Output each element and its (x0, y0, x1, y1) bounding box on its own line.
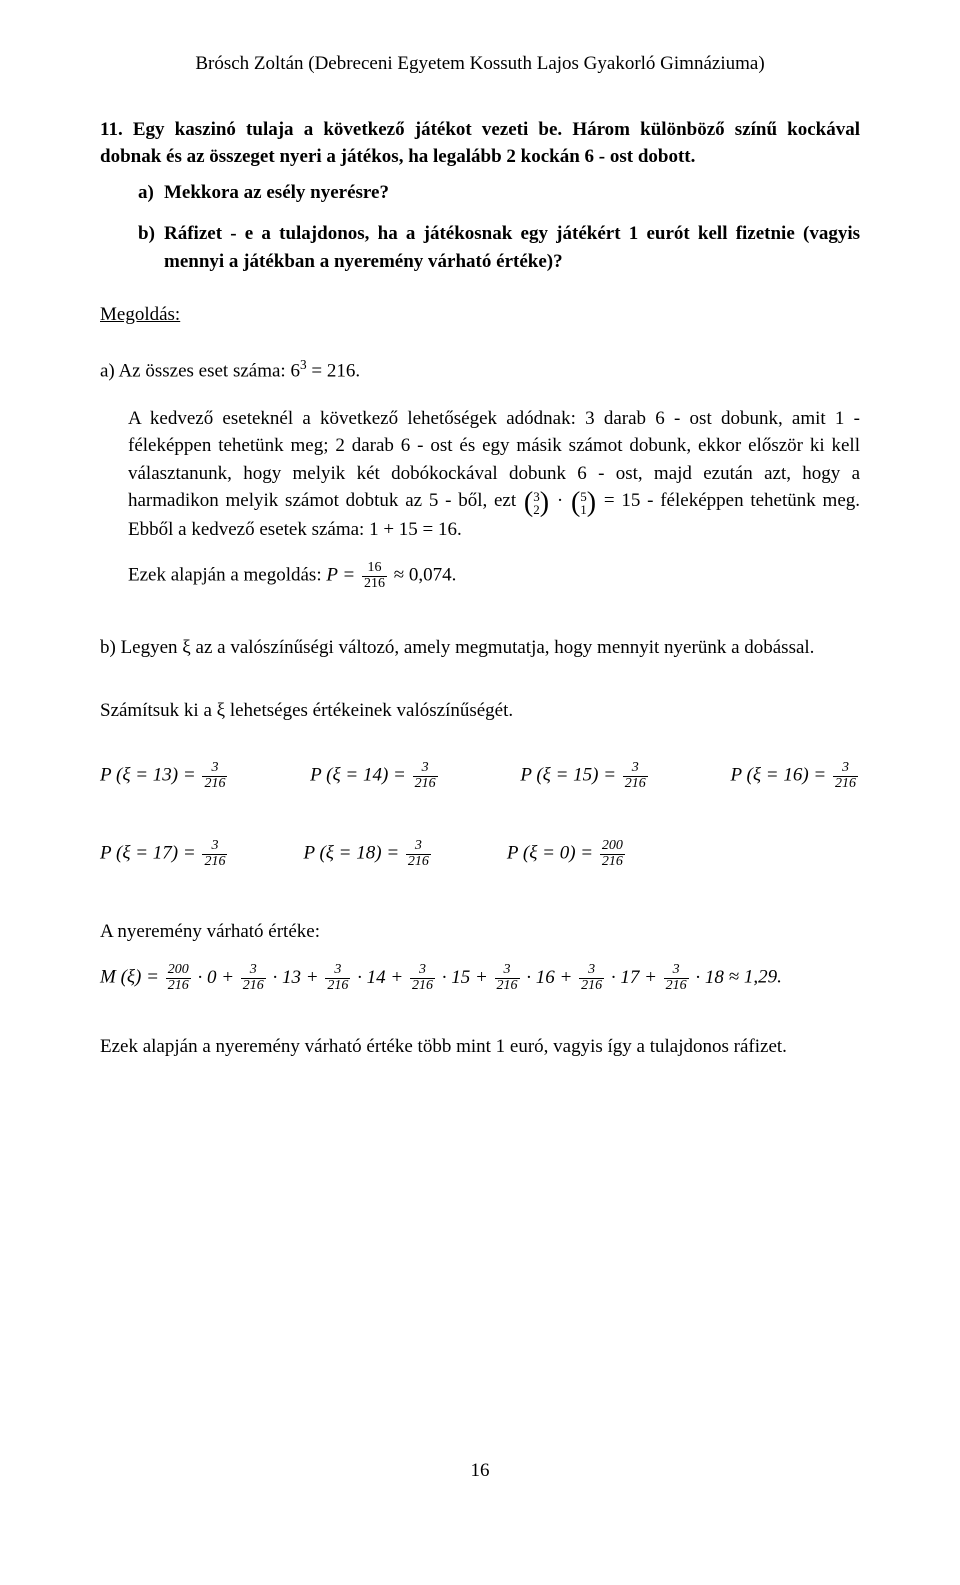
prob-15: P (ξ = 15) = 3216 (520, 761, 649, 791)
solution-b-compute: Számítsuk ki a ξ lehetséges értékeinek v… (100, 697, 860, 725)
prob-16: P (ξ = 16) = 3216 (731, 761, 860, 791)
prob-13: P (ξ = 13) = 3216 (100, 761, 229, 791)
p18-label: P (ξ = 18) = (303, 843, 399, 864)
conclusion: Ezek alapján a nyeremény várható értéke … (100, 1033, 860, 1061)
M-result: ≈ 1,29. (724, 967, 782, 988)
problem-text-1c: kockán (516, 146, 585, 167)
solution-b-intro: b) Legyen ξ az a valószínűségi változó, … (100, 634, 860, 662)
p14-label: P (ξ = 14) = (310, 764, 406, 785)
expected-label: A nyeremény várható értéke: (100, 918, 860, 946)
part-a-label: a) (138, 179, 164, 207)
sol-a-P: P = (326, 565, 355, 586)
sol-a-exp: 3 (300, 357, 307, 372)
p0-label: P (ξ = 0) = (507, 843, 593, 864)
prob-17: P (ξ = 17) = 3216 (100, 839, 229, 869)
part-b-text-1: Ráfizet - e a tulajdonos, ha a játékosna… (164, 223, 629, 244)
prob-row-1: P (ξ = 13) = 3216 P (ξ = 14) = 3216 P (ξ… (100, 761, 860, 791)
m-frac-6: 3216 (664, 963, 689, 993)
sol-a-1b: 6 (290, 360, 300, 381)
solution-label: Megoldás: (100, 301, 860, 329)
part-a: a)Mekkora az esély nyerésre? (138, 179, 860, 207)
p16-num: 3 (833, 761, 858, 777)
p13-label: P (ξ = 13) = (100, 764, 196, 785)
p15-label: P (ξ = 15) = (520, 764, 616, 785)
p16-den: 216 (833, 777, 858, 792)
frac-num: 16 (362, 561, 387, 577)
prob-18: P (ξ = 18) = 3216 (303, 839, 432, 869)
expected-formula: M (ξ) = 200216 · 0 + 3216 · 13 + 3216 · … (100, 963, 860, 993)
m-frac-5: 3216 (579, 963, 604, 993)
solution-a-result: Ezek alapján a megoldás: P = 16216 ≈ 0,0… (128, 561, 860, 591)
problem-num-6: 6 (585, 146, 595, 167)
p14-den: 216 (413, 777, 438, 792)
problem-text-1: Egy kaszinó tulaja a következő játékot v… (100, 119, 860, 168)
p17-num: 3 (202, 839, 227, 855)
sol-a-1a: a) Az összes eset száma: (100, 360, 290, 381)
m-frac-4: 3216 (495, 963, 520, 993)
problem-text-1e: - ost dobott. (594, 146, 695, 167)
prob-0: P (ξ = 0) = 200216 (507, 839, 627, 869)
M-prefix: M (ξ) = (100, 967, 159, 988)
m-frac-2: 3216 (325, 963, 350, 993)
document-header: Brósch Zoltán (Debreceni Egyetem Kossuth… (100, 50, 860, 78)
problem-num-2: 2 (506, 146, 516, 167)
part-a-text: Mekkora az esély nyerésre? (164, 182, 389, 203)
prob-14: P (ξ = 14) = 3216 (310, 761, 439, 791)
part-b-num: 1 (629, 223, 639, 244)
sol-a-result-b: ≈ 0,074. (389, 565, 456, 586)
frac-result: 16216 (362, 561, 387, 591)
part-b-label: b) (138, 220, 164, 248)
sol-a-1c: = 216. (307, 360, 360, 381)
problem-number: 11. (100, 119, 123, 140)
binom-1: (32) (523, 488, 550, 516)
p15-den: 216 (623, 777, 648, 792)
binom-2: (51) (570, 488, 597, 516)
m-terms-container: 200216 · 0 + 3216 · 13 + 3216 · 14 + 321… (164, 967, 724, 988)
problem-statement: 11. Egy kaszinó tulaja a következő játék… (100, 116, 860, 171)
p16-label: P (ξ = 16) = (731, 764, 827, 785)
megoldas-text: Megoldás: (100, 304, 180, 325)
p17-den: 216 (202, 855, 227, 870)
p14-num: 3 (413, 761, 438, 777)
p0-den: 216 (600, 855, 625, 870)
frac-den: 216 (362, 577, 387, 592)
sol-a-result-a: Ezek alapján a megoldás: (128, 565, 326, 586)
m-frac-3: 3216 (410, 963, 435, 993)
m-frac-1: 3216 (241, 963, 266, 993)
p13-num: 3 (202, 761, 227, 777)
p13-den: 216 (202, 777, 227, 792)
p18-num: 3 (406, 839, 431, 855)
p17-label: P (ξ = 17) = (100, 843, 196, 864)
solution-a-line1: a) Az összes eset száma: 63 = 216. (100, 355, 860, 385)
part-b: b) Ráfizet - e a tulajdonos, ha a játéko… (138, 220, 860, 275)
page-number: 16 (100, 1457, 860, 1485)
p15-num: 3 (623, 761, 648, 777)
p18-den: 216 (406, 855, 431, 870)
prob-row-2: P (ξ = 17) = 3216 P (ξ = 18) = 3216 P (ξ… (100, 839, 860, 869)
m-frac-0: 200216 (166, 963, 191, 993)
p0-num: 200 (600, 839, 625, 855)
solution-a-para1: A kedvező eseteknél a következő lehetősé… (128, 405, 860, 544)
